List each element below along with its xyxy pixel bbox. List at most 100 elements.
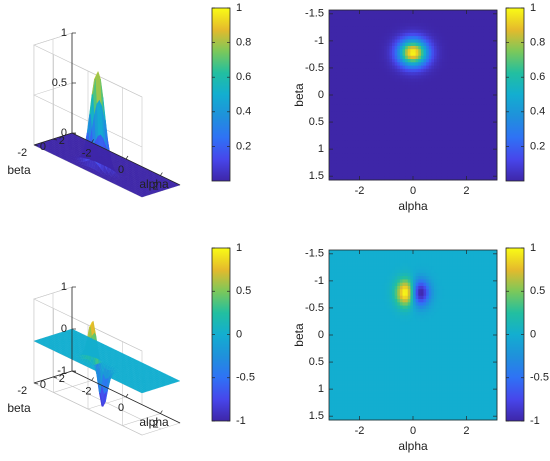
map-top-cell bbox=[357, 62, 361, 66]
map-top-cell bbox=[365, 95, 369, 99]
map-top-cell bbox=[331, 121, 335, 125]
map-top-cell bbox=[342, 19, 346, 24]
map-top-cell bbox=[447, 114, 451, 119]
map-top-cell bbox=[415, 166, 419, 171]
map-top-cell bbox=[439, 52, 443, 57]
map-top-cell bbox=[460, 140, 464, 145]
map-top-cell bbox=[381, 157, 385, 161]
map-top-cell bbox=[360, 153, 364, 158]
map-top-cell bbox=[331, 111, 335, 116]
map-top-cell bbox=[444, 117, 448, 122]
map-top-cell bbox=[352, 72, 356, 76]
map-top-cell bbox=[336, 150, 340, 155]
map-top-cell bbox=[407, 52, 411, 57]
map-top-cell bbox=[344, 160, 348, 165]
map-top-cell bbox=[389, 157, 393, 161]
map-top-cell bbox=[331, 49, 335, 53]
map-top-cell bbox=[441, 32, 445, 37]
map-top-cell bbox=[373, 75, 377, 80]
map-top-cell bbox=[486, 111, 490, 116]
map-top-cell bbox=[342, 137, 346, 142]
map-top-cell bbox=[476, 88, 480, 93]
map-top-cell bbox=[489, 101, 493, 106]
map-top-cell bbox=[360, 170, 364, 174]
map-top-cell bbox=[415, 150, 419, 155]
map-top-cell bbox=[376, 95, 380, 99]
map-top-cell bbox=[368, 166, 372, 171]
map-top-cell bbox=[468, 88, 472, 93]
map-top-cell bbox=[378, 10, 382, 14]
map-top-cell bbox=[344, 140, 348, 145]
map-top-cell bbox=[420, 114, 424, 119]
map-top-cell bbox=[465, 39, 469, 44]
map-top-cell bbox=[418, 45, 422, 50]
map-top-cell bbox=[373, 121, 377, 125]
map-top-cell bbox=[329, 98, 333, 102]
map-top-cell bbox=[439, 121, 443, 125]
map-top-cell bbox=[436, 68, 440, 73]
map-top-cell bbox=[415, 65, 419, 70]
map-top-cell bbox=[468, 91, 472, 96]
map-top-cell bbox=[331, 101, 335, 106]
map-top-cell bbox=[389, 166, 393, 171]
map-top-cell bbox=[452, 49, 456, 53]
map-top-cell bbox=[344, 170, 348, 174]
map-top-cell bbox=[386, 104, 390, 109]
map-top-cell bbox=[381, 65, 385, 70]
map-top-cell bbox=[402, 85, 406, 89]
map-top-cell bbox=[462, 166, 466, 171]
map-top-cell bbox=[376, 78, 380, 83]
map-top-cell bbox=[405, 91, 409, 96]
map-top-cell bbox=[378, 23, 382, 27]
map-top-cell bbox=[329, 62, 333, 66]
map-top-cell bbox=[405, 62, 409, 66]
map-top-cell bbox=[460, 91, 464, 96]
map-top-cell bbox=[389, 88, 393, 93]
map-top-cell bbox=[460, 121, 464, 125]
map-top-cell bbox=[405, 163, 409, 168]
map-top-cell bbox=[439, 65, 443, 70]
map-top-cell bbox=[373, 39, 377, 44]
map-top-cell bbox=[381, 127, 385, 132]
map-top-cell bbox=[436, 72, 440, 76]
map-top-cell bbox=[468, 127, 472, 132]
map-top-cell bbox=[465, 23, 469, 27]
map-top-cell bbox=[423, 13, 427, 17]
map-top-cell bbox=[336, 121, 340, 125]
map-top-cell bbox=[441, 95, 445, 99]
map-top-cell bbox=[334, 114, 338, 119]
map-top-cell bbox=[381, 88, 385, 93]
map-top-cell bbox=[368, 157, 372, 161]
map-top-cell bbox=[481, 29, 485, 34]
map-top-cell bbox=[491, 45, 495, 50]
map-top-cell bbox=[334, 49, 338, 53]
map-top-cell bbox=[336, 81, 340, 86]
map-top-cell bbox=[381, 78, 385, 83]
map-top-cell bbox=[423, 124, 427, 129]
map-top-cell bbox=[384, 160, 388, 165]
map-top-cell bbox=[426, 108, 430, 112]
map-top-cell bbox=[447, 72, 451, 76]
map-top-cell bbox=[384, 62, 388, 66]
map-top-cell bbox=[483, 104, 487, 109]
map-top-cell bbox=[476, 147, 480, 151]
map-top-cell bbox=[381, 163, 385, 168]
map-top-cell bbox=[457, 72, 461, 76]
map-top-cell bbox=[455, 75, 459, 80]
map-top-cell bbox=[439, 124, 443, 129]
map-top-cell bbox=[486, 62, 490, 66]
map-top-cell bbox=[405, 144, 409, 148]
map-top-cell bbox=[360, 13, 364, 17]
map-top-cell bbox=[405, 114, 409, 119]
map-top-cell bbox=[392, 52, 396, 57]
map-top-cell bbox=[478, 166, 482, 171]
map-top-cell bbox=[363, 13, 367, 17]
map-top-cell bbox=[339, 130, 343, 135]
map-top-cell bbox=[418, 163, 422, 168]
map-top-cell bbox=[491, 111, 495, 116]
map-top-cell bbox=[384, 98, 388, 102]
map-top-cell bbox=[378, 62, 382, 66]
map-top-cell bbox=[460, 78, 464, 83]
map-top-cell bbox=[352, 32, 356, 37]
map-top-cell bbox=[486, 23, 490, 27]
